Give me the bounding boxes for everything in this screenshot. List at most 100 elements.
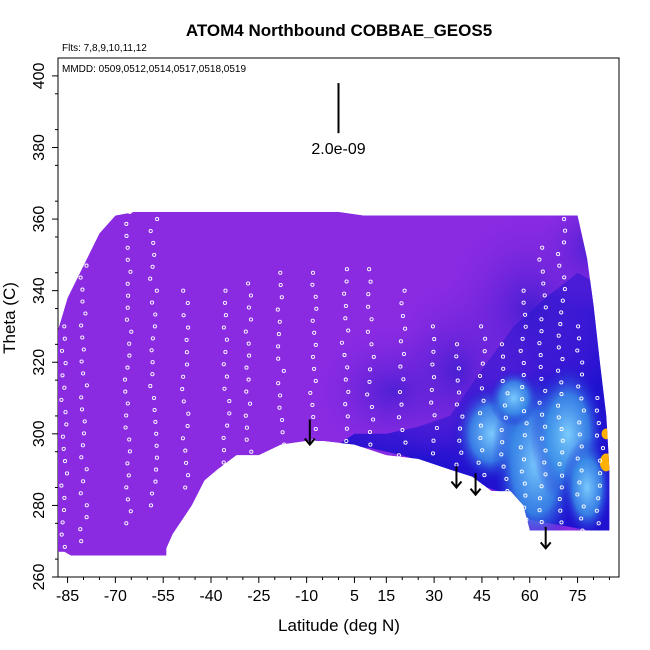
track-point: [342, 291, 347, 296]
track-point: [518, 445, 523, 450]
track-point: [125, 497, 130, 502]
x-tick-label: -25: [247, 588, 270, 605]
track-point: [344, 426, 349, 431]
track-point: [504, 476, 509, 481]
track-point: [596, 521, 601, 526]
track-point: [129, 329, 134, 334]
track-point: [558, 322, 563, 327]
track-point: [403, 440, 408, 445]
track-point: [62, 557, 67, 562]
track-point: [124, 485, 129, 490]
track-point: [559, 392, 564, 397]
track-point: [562, 217, 567, 222]
track-point: [365, 392, 370, 397]
track-point: [63, 410, 68, 415]
track-point: [579, 444, 584, 449]
track-point: [79, 359, 84, 364]
track-point: [539, 376, 544, 381]
track-point: [125, 305, 130, 310]
track-point: [579, 372, 585, 377]
field-enhanced-4: [488, 369, 540, 427]
track-point: [557, 497, 562, 502]
track-point: [150, 372, 155, 377]
track-point: [124, 233, 129, 238]
track-point: [126, 473, 131, 478]
track-point: [579, 468, 584, 473]
track-point: [523, 493, 528, 498]
track-point: [127, 449, 132, 454]
track-point: [185, 423, 190, 429]
y-tick-label: 340: [31, 277, 48, 304]
track-point: [595, 395, 600, 401]
track-point: [399, 301, 404, 306]
track-point: [502, 403, 507, 408]
track-point: [148, 384, 153, 389]
track-point: [457, 426, 463, 431]
track-point: [402, 288, 407, 293]
track-point: [125, 245, 130, 250]
track-point: [579, 396, 584, 401]
flights-subtitle: Flts: 7,8,9,10,11,12: [62, 43, 147, 54]
track-point: [224, 337, 229, 342]
track-point: [184, 362, 190, 367]
track-point: [524, 421, 529, 426]
x-tick-label: 15: [377, 588, 395, 605]
track-point: [184, 350, 189, 355]
track-point: [244, 365, 249, 370]
track-point: [598, 458, 603, 463]
track-point: [276, 381, 281, 386]
track-point: [62, 385, 67, 390]
track-point: [580, 360, 585, 365]
x-axis-label: Latitude (deg N): [278, 616, 400, 635]
track-point: [227, 411, 232, 416]
track-point: [501, 366, 506, 371]
y-tick-label: 280: [31, 492, 48, 519]
arrow-head-0: [304, 437, 316, 447]
track-point: [126, 293, 131, 298]
track-point: [368, 367, 373, 372]
track-point: [275, 307, 280, 312]
track-point: [79, 323, 84, 328]
track-point: [313, 294, 318, 299]
track-point: [79, 539, 84, 544]
track-point: [503, 415, 508, 420]
x-tick-label: 30: [425, 588, 443, 605]
track-point: [539, 520, 544, 525]
track-point: [154, 467, 159, 472]
track-point: [524, 517, 529, 522]
track-point: [401, 377, 406, 382]
track-point: [181, 288, 186, 293]
track-point: [539, 484, 544, 489]
track-point: [431, 375, 437, 380]
track-point: [124, 521, 129, 526]
track-point: [183, 485, 188, 490]
track-point: [430, 324, 435, 329]
track-point: [314, 306, 319, 311]
track-point: [310, 354, 316, 359]
track-point: [575, 456, 580, 461]
track-point: [537, 257, 542, 262]
track-point: [246, 305, 251, 310]
track-point: [500, 378, 505, 384]
track-point: [499, 452, 504, 457]
track-point: [276, 332, 281, 337]
track-point: [556, 403, 561, 408]
track-point: [278, 393, 283, 398]
track-point: [313, 426, 318, 432]
track-point: [222, 386, 227, 391]
track-point: [184, 460, 189, 465]
track-point: [562, 275, 567, 280]
arrow-head-1: [450, 480, 463, 490]
x-tick-label: 75: [569, 588, 587, 605]
track-point: [127, 353, 132, 358]
track-point: [543, 305, 548, 310]
track-point: [563, 228, 568, 233]
track-point: [365, 329, 370, 334]
track-point: [149, 348, 154, 353]
track-point: [223, 313, 228, 318]
track-point: [280, 430, 285, 435]
track-point: [499, 427, 504, 433]
track-point: [78, 491, 83, 496]
track-point: [543, 424, 548, 429]
track-point: [478, 435, 483, 441]
